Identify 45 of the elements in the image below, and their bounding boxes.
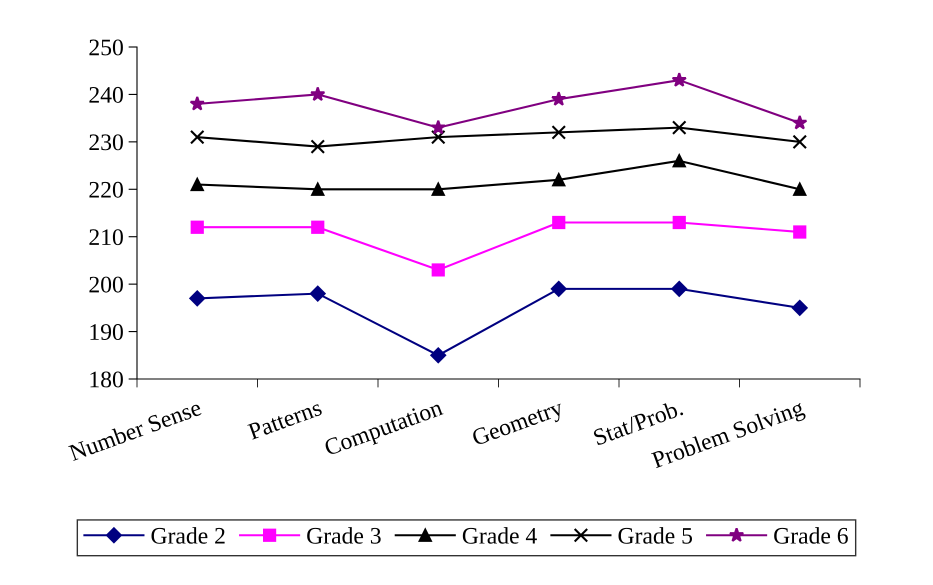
y-tick-label: 180 xyxy=(90,371,123,388)
point xyxy=(311,220,324,234)
point xyxy=(190,130,205,144)
legend-label: Grade 4 xyxy=(462,527,537,544)
point xyxy=(189,290,206,306)
point xyxy=(550,280,567,297)
point xyxy=(551,125,566,140)
point xyxy=(793,225,806,239)
point xyxy=(552,173,566,186)
y-tick-label: 230 xyxy=(89,134,123,150)
x-tick-label: Number Sense xyxy=(68,398,202,462)
point xyxy=(551,91,566,106)
point xyxy=(672,72,687,87)
point xyxy=(552,216,566,230)
point xyxy=(792,114,808,130)
point xyxy=(310,286,326,302)
point xyxy=(190,178,204,192)
point xyxy=(432,182,445,196)
legend-label: Grade 2 xyxy=(151,527,225,544)
legend-label: Grade 5 xyxy=(618,527,692,544)
point xyxy=(672,120,687,135)
y-tick-label: 240 xyxy=(89,86,123,103)
point xyxy=(190,220,204,234)
point xyxy=(430,120,446,134)
point xyxy=(430,130,446,144)
point xyxy=(672,154,686,168)
point xyxy=(792,300,808,316)
point xyxy=(792,134,808,150)
y-tick-label: 220 xyxy=(89,182,123,198)
point xyxy=(672,216,686,230)
point xyxy=(311,182,324,196)
x-tick-label: Patterns xyxy=(247,400,323,440)
legend-label: Grade 6 xyxy=(774,527,848,544)
legend-label: Grade 3 xyxy=(307,527,381,544)
point xyxy=(430,347,446,364)
y-tick-label: 250 xyxy=(89,39,123,56)
point xyxy=(310,86,326,102)
y-tick-label: 190 xyxy=(90,324,123,340)
point xyxy=(671,280,688,297)
point xyxy=(190,96,205,111)
point xyxy=(793,182,806,196)
y-tick-label: 200 xyxy=(89,276,123,293)
point xyxy=(310,139,326,154)
y-tick-label: 210 xyxy=(89,229,123,246)
point xyxy=(432,263,445,277)
